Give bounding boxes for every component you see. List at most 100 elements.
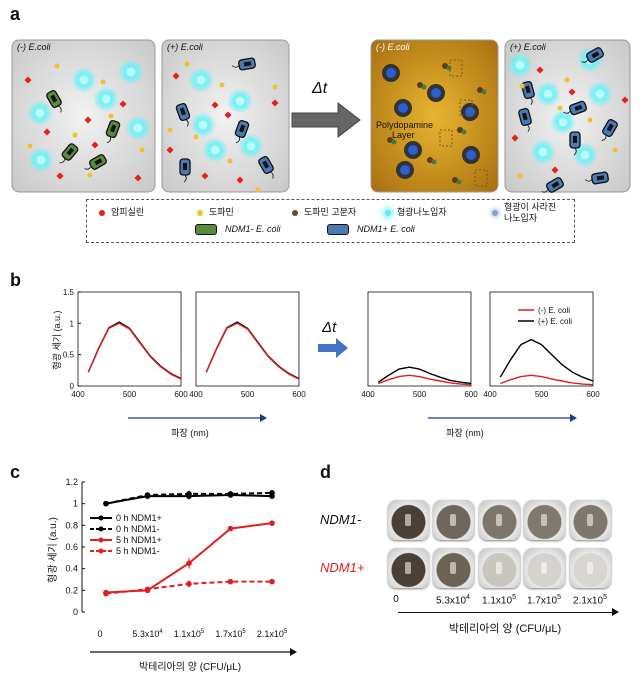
data-point [103, 500, 109, 507]
legend-item: NDM1- E. coli [195, 224, 281, 236]
legend-text-c: 5 h NDM1- [116, 546, 160, 556]
dopamine-mark [587, 117, 593, 123]
dopamine-mark [184, 61, 190, 67]
ndm1-positive-bacteria [521, 81, 535, 105]
sample-well [433, 548, 474, 588]
legend-text-b: (+) E. coli [538, 317, 572, 326]
dopamine-mark [557, 105, 563, 111]
x-tick-label: 600 [174, 390, 188, 399]
legend-item: 형광이 사라진 나노입자 [492, 202, 556, 224]
legend-item: 암피실린 [99, 205, 144, 218]
polydopamine-particle [387, 137, 393, 143]
x-tick-label-d: 1.1x105 [482, 594, 516, 607]
panel-d-wells: NDM1- NDM1+ 0 5.3x104 1.1x105 1.7x105 2.1x105 박… [320, 470, 643, 688]
green-bacteria-icon [195, 224, 217, 236]
dopamine-mark [27, 143, 33, 149]
x-tick-label: 500 [535, 390, 549, 399]
ndm1-negative-bacteria [84, 154, 107, 170]
dopamine-mark [272, 84, 278, 90]
yellow-dot-icon [197, 209, 203, 216]
plot-frame-b1 [77, 291, 182, 387]
ndm1-positive-bacteria [584, 171, 609, 185]
y-axis-label-b: 형광 세기 (a.u.) [51, 310, 62, 369]
dopamine-mark [564, 77, 570, 83]
time-arrow-icon [291, 101, 361, 139]
dopamine-mark [72, 132, 78, 138]
x-tick-label: 600 [292, 390, 306, 399]
x-tick-label-d: 1.7x105 [527, 594, 561, 607]
legend-text-c: 5 h NDM1+ [116, 535, 162, 545]
red-dot-icon [99, 209, 105, 216]
legend-text: NDM1+ E. coli [357, 224, 415, 234]
spectrum-line [499, 338, 594, 382]
ampicillin-mark [271, 99, 279, 107]
ndm1-positive-bacteria [231, 57, 256, 71]
schematic-box-label: (-) E.coli [17, 42, 52, 52]
dopamine-mark [139, 147, 145, 153]
legend-text: 형광나노입자 [397, 207, 447, 217]
dopamine-mark [517, 173, 523, 179]
data-point [103, 590, 109, 597]
spectrum-line [87, 322, 182, 380]
x-tick-label: 400 [71, 390, 85, 399]
x-axis-arrow-d [398, 612, 614, 613]
x-tick-label: 600 [586, 390, 600, 399]
ampicillin-mark [551, 166, 559, 174]
data-point [227, 491, 234, 497]
time-arrow-icon [318, 338, 348, 358]
x-tick-label-c: 1.7x105 [215, 629, 246, 639]
y-tick-label-c: 0.8 [65, 520, 78, 530]
x-tick-label-c: 1.1x105 [174, 629, 205, 639]
ndm1-positive-bacteria [581, 47, 604, 63]
arrow-label-a: Δt [312, 80, 328, 97]
x-tick-label: 500 [241, 390, 255, 399]
blue-bacteria-icon [327, 224, 349, 236]
dopamine-mark [227, 158, 233, 164]
ampicillin-mark [568, 88, 576, 96]
x-tick-label: 400 [361, 390, 375, 399]
panel-label-a: a [10, 4, 21, 24]
dopamine-mark [219, 82, 225, 88]
legend-text-b: (-) E. coli [538, 306, 570, 315]
row-label-ndm1-positive: NDM1+ [320, 560, 365, 575]
data-point [227, 525, 234, 532]
data-point [144, 492, 151, 498]
x-tick-label: 500 [123, 390, 137, 399]
x-axis-label-c: 박테리아의 양 (CFU/μL) [139, 661, 241, 673]
legend-text: NDM1- E. coli [225, 224, 281, 234]
legend-item: NDM1+ E. coli [327, 224, 415, 236]
polydopamine-particle [452, 177, 458, 183]
y-tick-label: 0 [70, 382, 75, 391]
x-tick-label-d: 2.1x105 [573, 594, 607, 607]
legend-text: 도파민 고분자 [304, 207, 357, 217]
panel-label-c: c [10, 462, 21, 482]
dopamine-mark [87, 172, 93, 178]
ndm1-positive-bacteria [541, 177, 564, 193]
data-point [186, 581, 192, 587]
x-axis-label-b: 파장 (nm) [171, 428, 209, 438]
polydopamine-label: Polydopamine [376, 120, 433, 130]
ndm1-positive-bacteria [601, 119, 618, 141]
dissolved-bacteria [439, 129, 453, 147]
y-tick-label-c: 0 [73, 607, 78, 617]
dopamine-mark [612, 147, 618, 153]
y-tick-label-c: 1 [73, 499, 78, 509]
arrow-label-b: Δt [321, 319, 337, 336]
brown-dot-icon [292, 209, 298, 216]
polydopamine-particle [477, 87, 483, 93]
x-tick-label: 400 [483, 390, 497, 399]
dissolved-bacteria [459, 99, 473, 117]
y-tick-label-c: 0.6 [65, 542, 78, 552]
x-tick-label: 600 [464, 390, 478, 399]
data-point [269, 490, 275, 496]
y-tick-label-c: 0.4 [65, 564, 78, 574]
spectrum-line [500, 374, 594, 386]
dopamine-mark [193, 134, 199, 140]
row-label-ndm1-negative: NDM1- [320, 512, 362, 527]
ndm1-positive-bacteria [234, 119, 250, 144]
sample-well [524, 548, 565, 588]
spectrum-line [377, 366, 472, 385]
dopamine-mark [255, 187, 261, 193]
spectrum-line [87, 321, 182, 380]
sample-well [570, 548, 611, 588]
